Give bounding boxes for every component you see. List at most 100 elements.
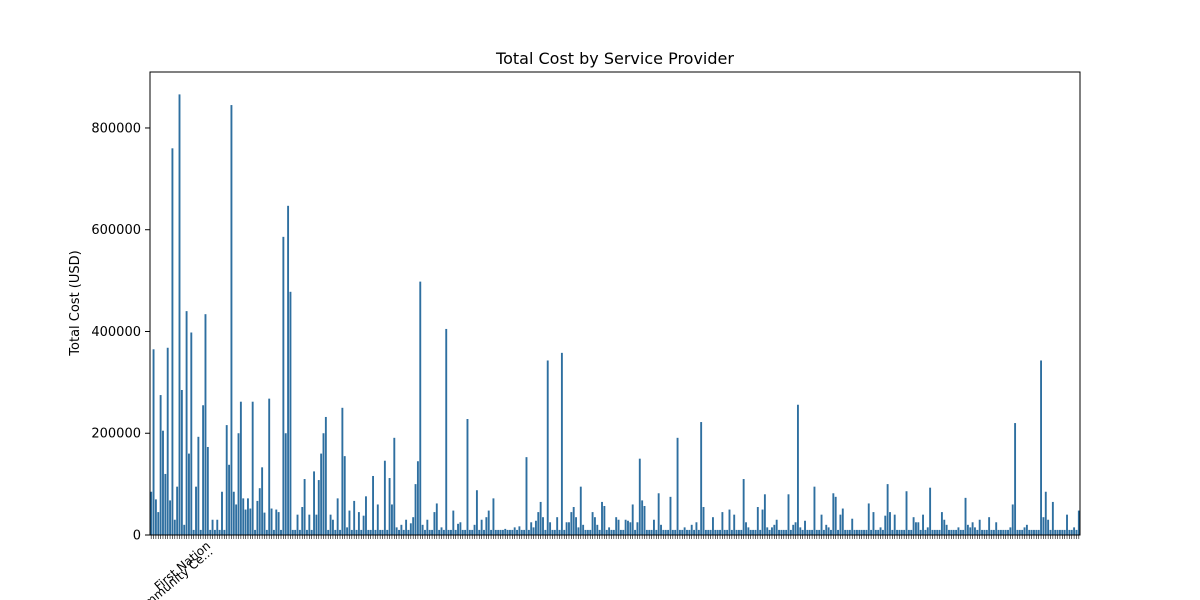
bar bbox=[254, 529, 256, 535]
bar bbox=[157, 512, 160, 535]
bar bbox=[971, 522, 974, 535]
bar bbox=[584, 529, 587, 535]
bar bbox=[593, 517, 596, 535]
bar bbox=[1051, 501, 1054, 535]
bar bbox=[426, 519, 429, 535]
bar bbox=[162, 430, 164, 535]
bar bbox=[733, 514, 736, 535]
bar bbox=[169, 500, 172, 535]
bar bbox=[801, 529, 804, 535]
bar bbox=[789, 529, 792, 535]
bar bbox=[346, 527, 349, 535]
bar bbox=[239, 401, 242, 535]
bar bbox=[997, 529, 1000, 535]
y-tick-label: 600000 bbox=[91, 223, 141, 238]
bar bbox=[1073, 527, 1076, 535]
bar bbox=[511, 529, 514, 535]
bar bbox=[898, 529, 901, 535]
bar bbox=[350, 529, 353, 535]
bar bbox=[745, 522, 747, 535]
bar bbox=[487, 510, 490, 535]
bar bbox=[832, 493, 835, 535]
bar bbox=[992, 529, 995, 535]
bar bbox=[669, 496, 672, 535]
bar bbox=[870, 529, 873, 535]
bar bbox=[700, 422, 703, 535]
bar bbox=[291, 529, 294, 535]
bar bbox=[551, 529, 554, 535]
bar bbox=[990, 529, 993, 535]
bar bbox=[638, 458, 641, 535]
bar bbox=[339, 529, 341, 535]
bar bbox=[461, 529, 464, 535]
bar bbox=[539, 501, 542, 535]
bar bbox=[383, 460, 386, 535]
bar bbox=[874, 529, 877, 535]
bar bbox=[787, 494, 790, 535]
bar bbox=[742, 479, 745, 535]
bar bbox=[544, 529, 547, 535]
bar bbox=[206, 446, 209, 535]
bar bbox=[534, 520, 537, 535]
bar bbox=[492, 498, 495, 535]
bar bbox=[303, 479, 306, 535]
bar bbox=[688, 529, 691, 535]
bar bbox=[395, 527, 398, 535]
bar bbox=[237, 433, 240, 535]
y-axis-ticks: 0 200000 400000 600000 800000 bbox=[91, 121, 150, 544]
bar bbox=[877, 529, 880, 535]
bar bbox=[605, 529, 608, 535]
bar bbox=[756, 507, 759, 535]
bar bbox=[775, 519, 778, 535]
bar bbox=[570, 512, 573, 535]
bar bbox=[159, 395, 162, 535]
bar bbox=[209, 529, 212, 535]
bar bbox=[357, 512, 360, 535]
bar bbox=[180, 389, 183, 535]
bar bbox=[974, 527, 976, 535]
bar bbox=[808, 529, 811, 535]
bar bbox=[893, 514, 896, 535]
bar bbox=[509, 529, 511, 535]
bar bbox=[858, 529, 861, 535]
bar bbox=[586, 529, 589, 535]
bar bbox=[334, 529, 337, 535]
bar bbox=[1056, 529, 1059, 535]
bar bbox=[374, 529, 377, 535]
bar bbox=[367, 529, 370, 535]
bar bbox=[702, 507, 705, 535]
bar bbox=[648, 529, 651, 535]
bar bbox=[480, 519, 483, 535]
bar bbox=[627, 520, 629, 535]
bar bbox=[343, 456, 346, 535]
bar bbox=[459, 522, 462, 535]
bar bbox=[999, 529, 1002, 535]
bar bbox=[202, 405, 205, 535]
bar bbox=[440, 527, 443, 535]
bar bbox=[388, 478, 391, 535]
bar bbox=[664, 529, 667, 535]
bar bbox=[804, 520, 806, 535]
bar bbox=[348, 510, 351, 535]
bar bbox=[822, 529, 825, 535]
bar bbox=[1037, 529, 1040, 535]
bar bbox=[296, 514, 299, 535]
bar bbox=[471, 529, 474, 535]
bar bbox=[867, 503, 870, 535]
bar bbox=[454, 529, 457, 535]
bar bbox=[301, 507, 304, 535]
bar bbox=[697, 529, 700, 535]
bar bbox=[424, 529, 426, 535]
bar bbox=[251, 401, 254, 535]
bar bbox=[978, 519, 981, 535]
bar bbox=[735, 529, 738, 535]
bar bbox=[596, 524, 599, 535]
bar bbox=[527, 529, 530, 535]
bar bbox=[834, 496, 837, 535]
bar bbox=[280, 529, 282, 535]
bar bbox=[178, 94, 181, 535]
bar bbox=[631, 504, 634, 535]
bar bbox=[957, 527, 960, 535]
bar bbox=[1042, 517, 1045, 535]
plot-frame bbox=[149, 71, 1081, 536]
